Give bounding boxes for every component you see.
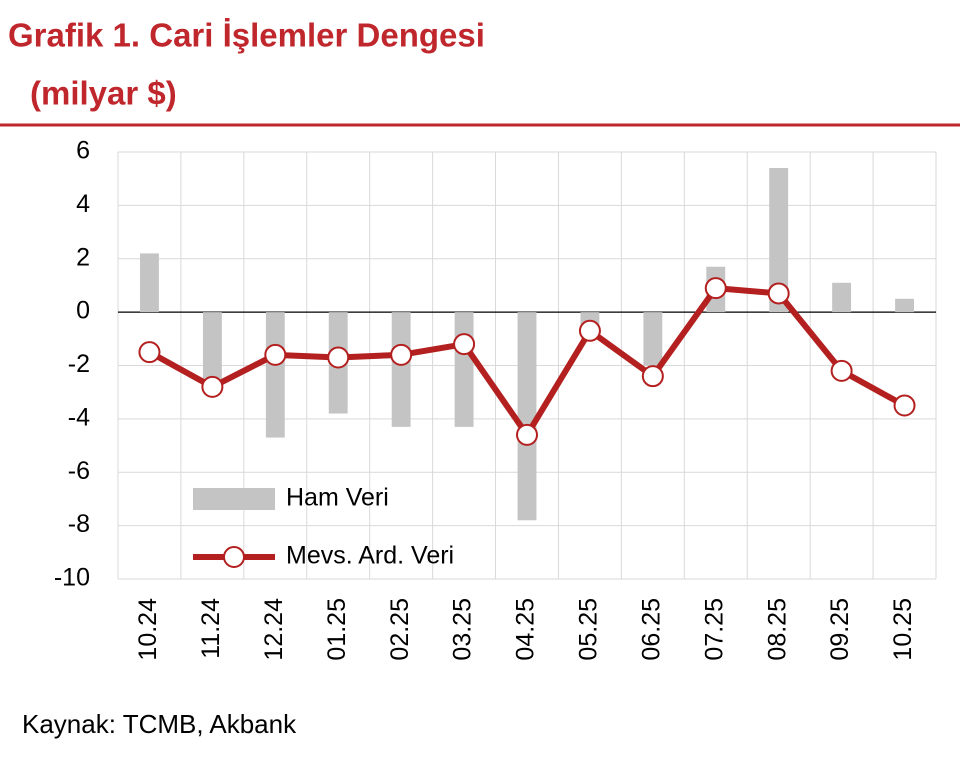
x-tick-label: 11.24	[197, 598, 225, 659]
line-marker	[704, 277, 727, 300]
line-marker	[138, 341, 161, 364]
y-tick-label: -6	[68, 457, 90, 485]
line-marker	[893, 394, 916, 417]
line-marker	[578, 319, 601, 342]
chart-title: Grafik 1. Cari İşlemler Dengesi	[8, 17, 485, 54]
chart-subtitle: (milyar $)	[30, 75, 177, 112]
bar	[265, 312, 285, 438]
bar	[895, 298, 914, 313]
source-note: Kaynak: TCMB, Akbank	[22, 709, 297, 739]
line-marker	[767, 282, 790, 305]
x-tick-label: 12.24	[260, 598, 288, 661]
bar	[140, 253, 159, 313]
x-tick-label: 08.25	[763, 598, 791, 661]
y-tick-label: 4	[76, 190, 90, 218]
x-tick-label: 09.25	[826, 598, 854, 661]
line-marker	[201, 375, 224, 398]
line-marker	[641, 365, 664, 388]
x-tick-label: 02.25	[386, 598, 414, 661]
bar	[202, 312, 222, 379]
y-tick-label: -10	[54, 564, 90, 592]
legend-label: Mevs. Ard. Veri	[286, 542, 454, 570]
bar	[832, 282, 852, 313]
y-tick-label: -8	[68, 510, 90, 538]
legend-label: Ham Veri	[286, 484, 389, 512]
line-marker	[264, 343, 287, 366]
y-tick-label: 2	[76, 243, 90, 271]
x-tick-label: 10.25	[889, 598, 917, 661]
x-tick-label: 07.25	[700, 598, 728, 661]
line-marker	[830, 359, 853, 382]
x-tick-label: 03.25	[449, 598, 477, 661]
x-tick-label: 01.25	[323, 598, 351, 661]
x-tick-label: 05.25	[575, 598, 603, 661]
legend-swatch	[193, 488, 275, 510]
x-tick-label: 06.25	[637, 598, 665, 661]
x-tick-label: 04.25	[512, 598, 540, 661]
line-marker	[516, 423, 538, 446]
y-tick-label: -4	[68, 403, 90, 431]
line-marker	[390, 343, 413, 366]
line-marker	[453, 333, 476, 356]
bar	[391, 312, 411, 427]
bar	[517, 312, 537, 521]
bar	[643, 312, 663, 366]
x-tick-label: 10.24	[134, 598, 162, 661]
line-marker	[327, 346, 350, 369]
bar	[454, 312, 474, 427]
y-tick-label: 6	[76, 137, 90, 165]
y-tick-label: 0	[76, 297, 90, 325]
bar	[769, 168, 789, 313]
y-tick-label: -2	[68, 350, 90, 378]
legend-swatch-marker	[223, 546, 245, 568]
